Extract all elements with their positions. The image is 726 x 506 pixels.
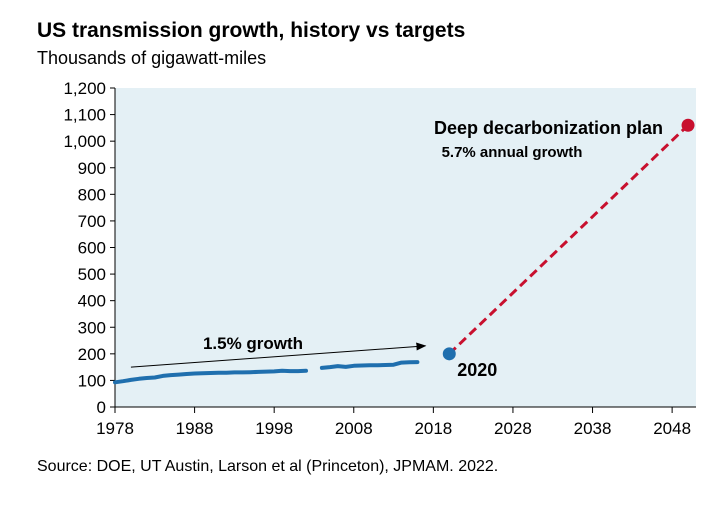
growth-arrow: [130, 342, 427, 368]
x-tick-label: 1978: [96, 419, 134, 438]
x-tick-label: 1988: [176, 419, 214, 438]
y-tick-label: 900: [78, 159, 106, 178]
x-tick-label: 2008: [335, 419, 373, 438]
y-tick-label: 1,000: [63, 132, 106, 151]
chart-source: Source: DOE, UT Austin, Larson et al (Pr…: [37, 458, 499, 475]
y-tick-label: 100: [78, 371, 106, 390]
y-tick-label: 400: [78, 292, 106, 311]
history-series: [113, 360, 420, 385]
data-points: [442, 118, 695, 361]
y-tick-label: 800: [78, 185, 106, 204]
point-2020: [442, 347, 456, 361]
x-tick-label: 2028: [494, 419, 532, 438]
plan-sublabel: 5.7% annual growth: [442, 144, 583, 161]
y-tick-label: 700: [78, 212, 106, 231]
y-tick-label: 1,100: [63, 106, 106, 125]
plan-label: Deep decarbonization plan: [434, 118, 663, 138]
y-tick-label: 0: [97, 398, 106, 417]
chart-subtitle: Thousands of gigawatt-miles: [37, 48, 267, 68]
history-line: [113, 368, 308, 385]
x-axis: 1978 1988 1998 2008 2018 2028 2038 2048: [96, 406, 696, 438]
annotations: 1.5% growth Deep decarbonization plan 5.…: [130, 118, 663, 380]
y-axis: 0 100 200 300 400 500 600 700 800 900 1,000 1,100 1,…: [63, 79, 116, 417]
plot-area: [115, 88, 696, 407]
chart-title: US transmission growth, history vs targe…: [37, 19, 466, 42]
y-tick-label: 500: [78, 265, 106, 284]
x-tick-label: 2038: [574, 419, 612, 438]
y-tick-label: 300: [78, 318, 106, 337]
y-tick-label: 1,200: [63, 79, 106, 98]
x-tick-label: 2018: [414, 419, 452, 438]
y-tick-label: 600: [78, 239, 106, 258]
growth-label: 1.5% growth: [203, 334, 303, 353]
x-tick-label: 1998: [255, 419, 293, 438]
x-tick-label: 2048: [653, 419, 691, 438]
y-tick-label: 200: [78, 345, 106, 364]
point-label-2020: 2020: [457, 360, 497, 380]
point-plan-end: [681, 118, 695, 132]
history-line: [319, 360, 420, 370]
